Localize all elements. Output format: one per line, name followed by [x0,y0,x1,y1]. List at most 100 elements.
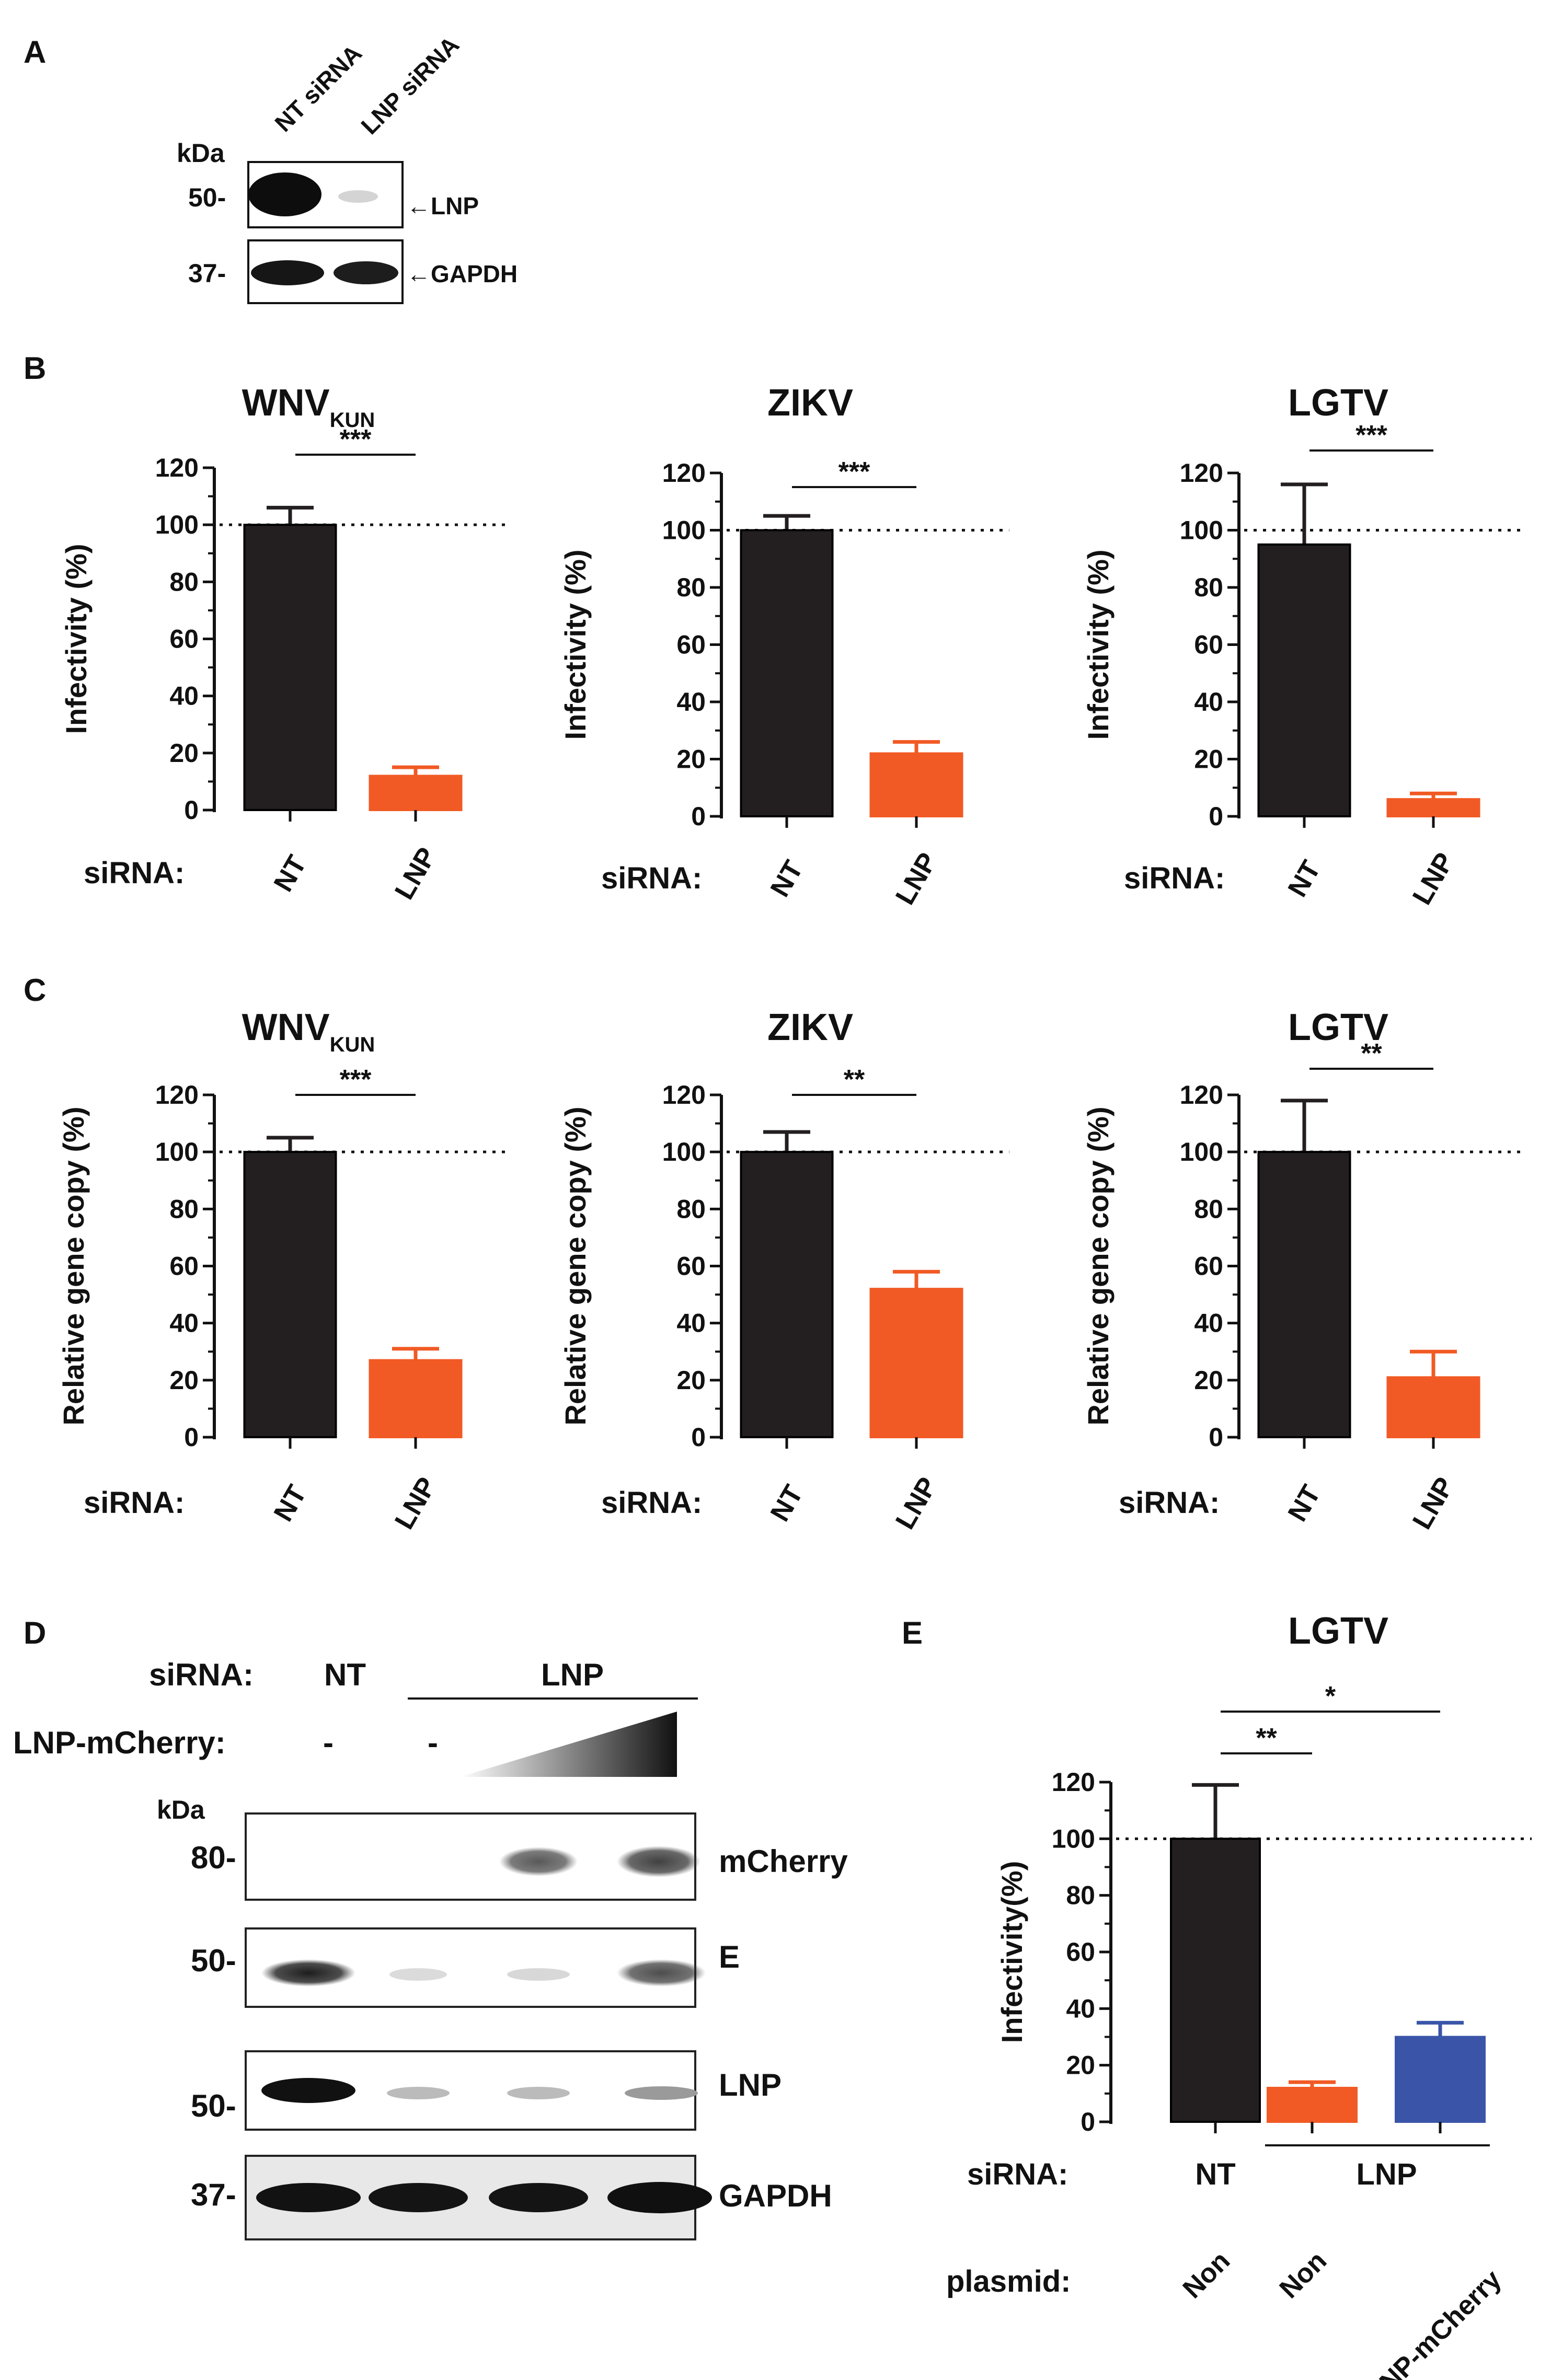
blot-d-label-gapdh: GAPDH [719,2178,832,2213]
significance-label: *** [1355,420,1387,450]
panel-label-b: B [24,351,46,386]
y-tick-label: 60 [1194,1252,1223,1281]
blot-d: siRNA: NT LNP LNP-mCherry: - - kDa 80- m… [13,1657,848,2240]
category-label: NT [268,1480,313,1527]
category-label: LNP [890,848,943,910]
blot-d-band-lnp-3 [507,2087,570,2099]
category-label: LNP [389,1472,442,1534]
y-tick-label: 40 [169,1309,199,1338]
bar-1 [369,1359,463,1438]
blot-a-lane-nt: NT siRNA [269,39,367,137]
y-tick-label: 120 [155,1080,199,1110]
blot-d-marker-80: 80- [191,1840,236,1875]
blot-d-sirna-label: siRNA: [149,1657,254,1692]
y-tick-label: 80 [676,573,706,602]
y-tick-label: 60 [1066,1937,1095,1967]
blot-a-label-gapdh: ←GAPDH [407,260,518,287]
category-label: NT [765,1480,809,1527]
y-tick-label: 100 [1180,1137,1223,1166]
blot-d-mcherry-nt: - [323,1725,334,1760]
row-label-sirna: siRNA: [1119,1486,1220,1520]
blot-a-marker-50: 50- [188,183,226,212]
category-label: LNP-mCherry [1362,2264,1507,2380]
y-tick-label: 80 [676,1194,706,1223]
y-tick-label: 80 [1194,573,1223,602]
blot-d-band-e-1 [261,1959,355,1986]
chart-c1: WNVKUN Relative gene copy (%) 0 20 40 60 80 100… [57,1007,509,1534]
category-label: NT [1282,1480,1327,1527]
blot-d-band-lnp-2 [387,2087,450,2099]
y-tick-label: 0 [184,1423,199,1452]
chart-title: ZIKV [767,1007,853,1048]
y-tick-label: 20 [1066,2051,1095,2080]
significance-label: *** [340,1065,372,1095]
y-tick-label: 60 [676,1252,706,1281]
blot-d-band-e-4 [617,1959,706,1986]
y-axis-label: Infectivity (%) [1082,549,1115,740]
sirna-group-lnp: LNP [1357,2157,1417,2191]
category-label: LNP [890,1472,943,1534]
category-label: NT [268,850,313,897]
chart-title: LGTV [1288,382,1388,424]
category-label: Non [1274,2246,1332,2304]
blot-d-band-gapdh-3 [489,2183,588,2212]
row-label-sirna: siRNA: [601,861,702,895]
y-tick-label: 0 [184,795,199,825]
panel-label-d: D [24,1615,46,1650]
bar-1 [1386,1376,1480,1438]
y-tick-label: 40 [676,1309,706,1338]
y-tick-label: 0 [1209,802,1223,831]
blot-d-band-gapdh-1 [256,2183,361,2212]
y-tick-label: 60 [169,625,199,654]
y-tick-label: 40 [676,687,706,717]
chart-b2: ZIKV Infectivity (%) 0 20 40 60 80 100 120 *** siR… [559,382,1009,910]
y-tick-label: 20 [1194,745,1223,774]
significance-label: ** [1361,1038,1382,1069]
chart-title-subscript: KUN [330,1033,375,1056]
y-tick-label: 120 [1180,1080,1223,1110]
y-tick-label: 120 [1052,1767,1095,1797]
y-tick-label: 80 [169,567,199,596]
chart-b3: LGTV Infectivity (%) 0 20 40 60 80 100 120 *** siR… [1082,382,1526,910]
category-label: LNP [1407,848,1460,910]
y-tick-label: 60 [169,1252,199,1281]
y-tick-label: 40 [1194,687,1223,717]
panel-label-e: E [902,1615,923,1650]
blot-d-band-e-3 [507,1968,570,1981]
category-label: NT [765,856,809,902]
blot-d-band-mcherry-4 [617,1846,700,1877]
y-tick-label: 80 [169,1194,199,1223]
y-tick-label: 60 [676,630,706,660]
y-tick-label: 120 [155,453,199,482]
sirna-group-nt: NT [1195,2157,1235,2191]
blot-d-label-lnp: LNP [719,2067,782,2102]
blot-d-band-lnp-1 [261,2078,355,2103]
blot-d-band-gapdh-2 [369,2183,468,2212]
bar-0 [243,524,337,811]
charts: WNVKUN Infectivity (%) 0 20 40 60 80 100 120 *** s… [57,382,1532,2380]
row-label-sirna: siRNA: [84,856,185,890]
y-tick-label: 20 [676,745,706,774]
chart-title: LGTV [1288,1007,1388,1048]
chart-title: LGTV [1288,1610,1388,1652]
blot-d-label-mcherry: mCherry [719,1844,848,1879]
y-axis-label: Relative gene copy (%) [57,1107,90,1426]
blot-d-mcherry-label: LNP-mCherry: [13,1725,226,1760]
significance-label: *** [340,424,372,455]
blot-d-sirna-nt: NT [324,1657,366,1692]
panel-label-c: C [24,973,46,1008]
chart-title: WNVKUN [242,1007,375,1056]
bar-2 [1395,2036,1486,2123]
significance-label: ** [1256,1723,1277,1753]
category-label: NT [1282,856,1327,902]
y-tick-label: 60 [1194,630,1223,660]
y-tick-label: 100 [662,516,706,545]
category-label: LNP [389,842,442,905]
row-label-sirna: siRNA: [1124,861,1225,895]
blot-a-label-lnp: ←LNP [407,192,479,219]
blot-d-kda: kDa [157,1795,205,1824]
y-axis-label: Infectivity (%) [559,549,592,740]
y-tick-label: 20 [169,738,199,768]
